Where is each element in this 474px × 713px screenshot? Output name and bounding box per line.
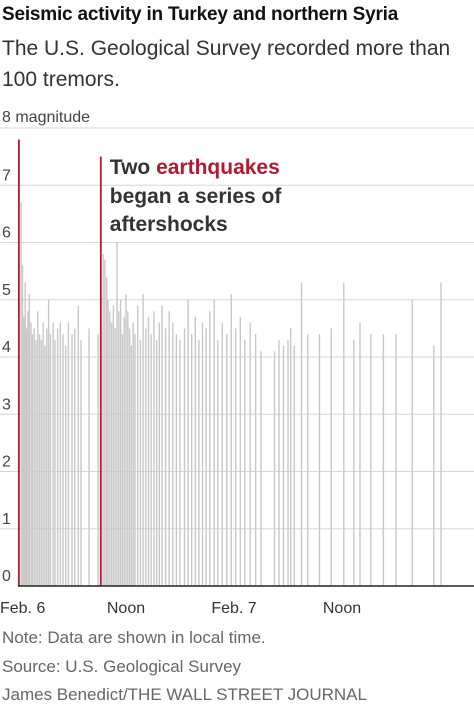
- y-axis-label: 8 magnitude: [2, 109, 90, 126]
- source-text: Source: U.S. Geological Survey: [2, 657, 242, 676]
- y-tick-label: 7: [2, 167, 11, 184]
- y-tick-label: 5: [2, 282, 11, 299]
- x-axis-ticks: Feb. 6 Noon Feb. 7 Noon: [0, 600, 361, 617]
- annotation-prefix: Two: [110, 156, 156, 179]
- aftershock-bars: [20, 202, 442, 586]
- chart-subtitle: The U.S. Geological Survey recorded more…: [2, 37, 451, 91]
- axis-labels: 0 1 2 3 4 5 6 7: [2, 167, 11, 585]
- chart-title: Seismic activity in Turkey and northern …: [2, 4, 399, 25]
- annotation-line-2: began a series of: [110, 185, 283, 208]
- y-tick-label: 0: [2, 568, 11, 585]
- x-tick-label: Noon: [323, 600, 361, 617]
- earthquake-annotation: Two earthquakes began a series of afters…: [110, 156, 287, 236]
- x-tick-label: Noon: [107, 600, 145, 617]
- y-tick-label: 2: [2, 454, 11, 471]
- y-tick-label: 3: [2, 396, 11, 413]
- y-tick-label: 1: [2, 511, 11, 528]
- seismic-bar-chart: 0 1 2 3 4 5 6 7 Feb. 6 Noon Feb. 7 Noon 8 magnitud…: [0, 109, 474, 617]
- annotation-line-3: aftershocks: [110, 213, 228, 236]
- x-tick-label: Feb. 7: [211, 600, 256, 617]
- y-tick-label: 4: [2, 339, 11, 356]
- y-tick-label: 6: [2, 225, 11, 242]
- annotation-highlight: earthquakes: [156, 156, 280, 179]
- credit-text: James Benedict/THE WALL STREET JOURNAL: [2, 685, 367, 704]
- note-text: Note: Data are shown in local time.: [2, 628, 266, 647]
- main-quake-bars: [17, 139, 102, 586]
- x-tick-label: Feb. 6: [0, 600, 45, 617]
